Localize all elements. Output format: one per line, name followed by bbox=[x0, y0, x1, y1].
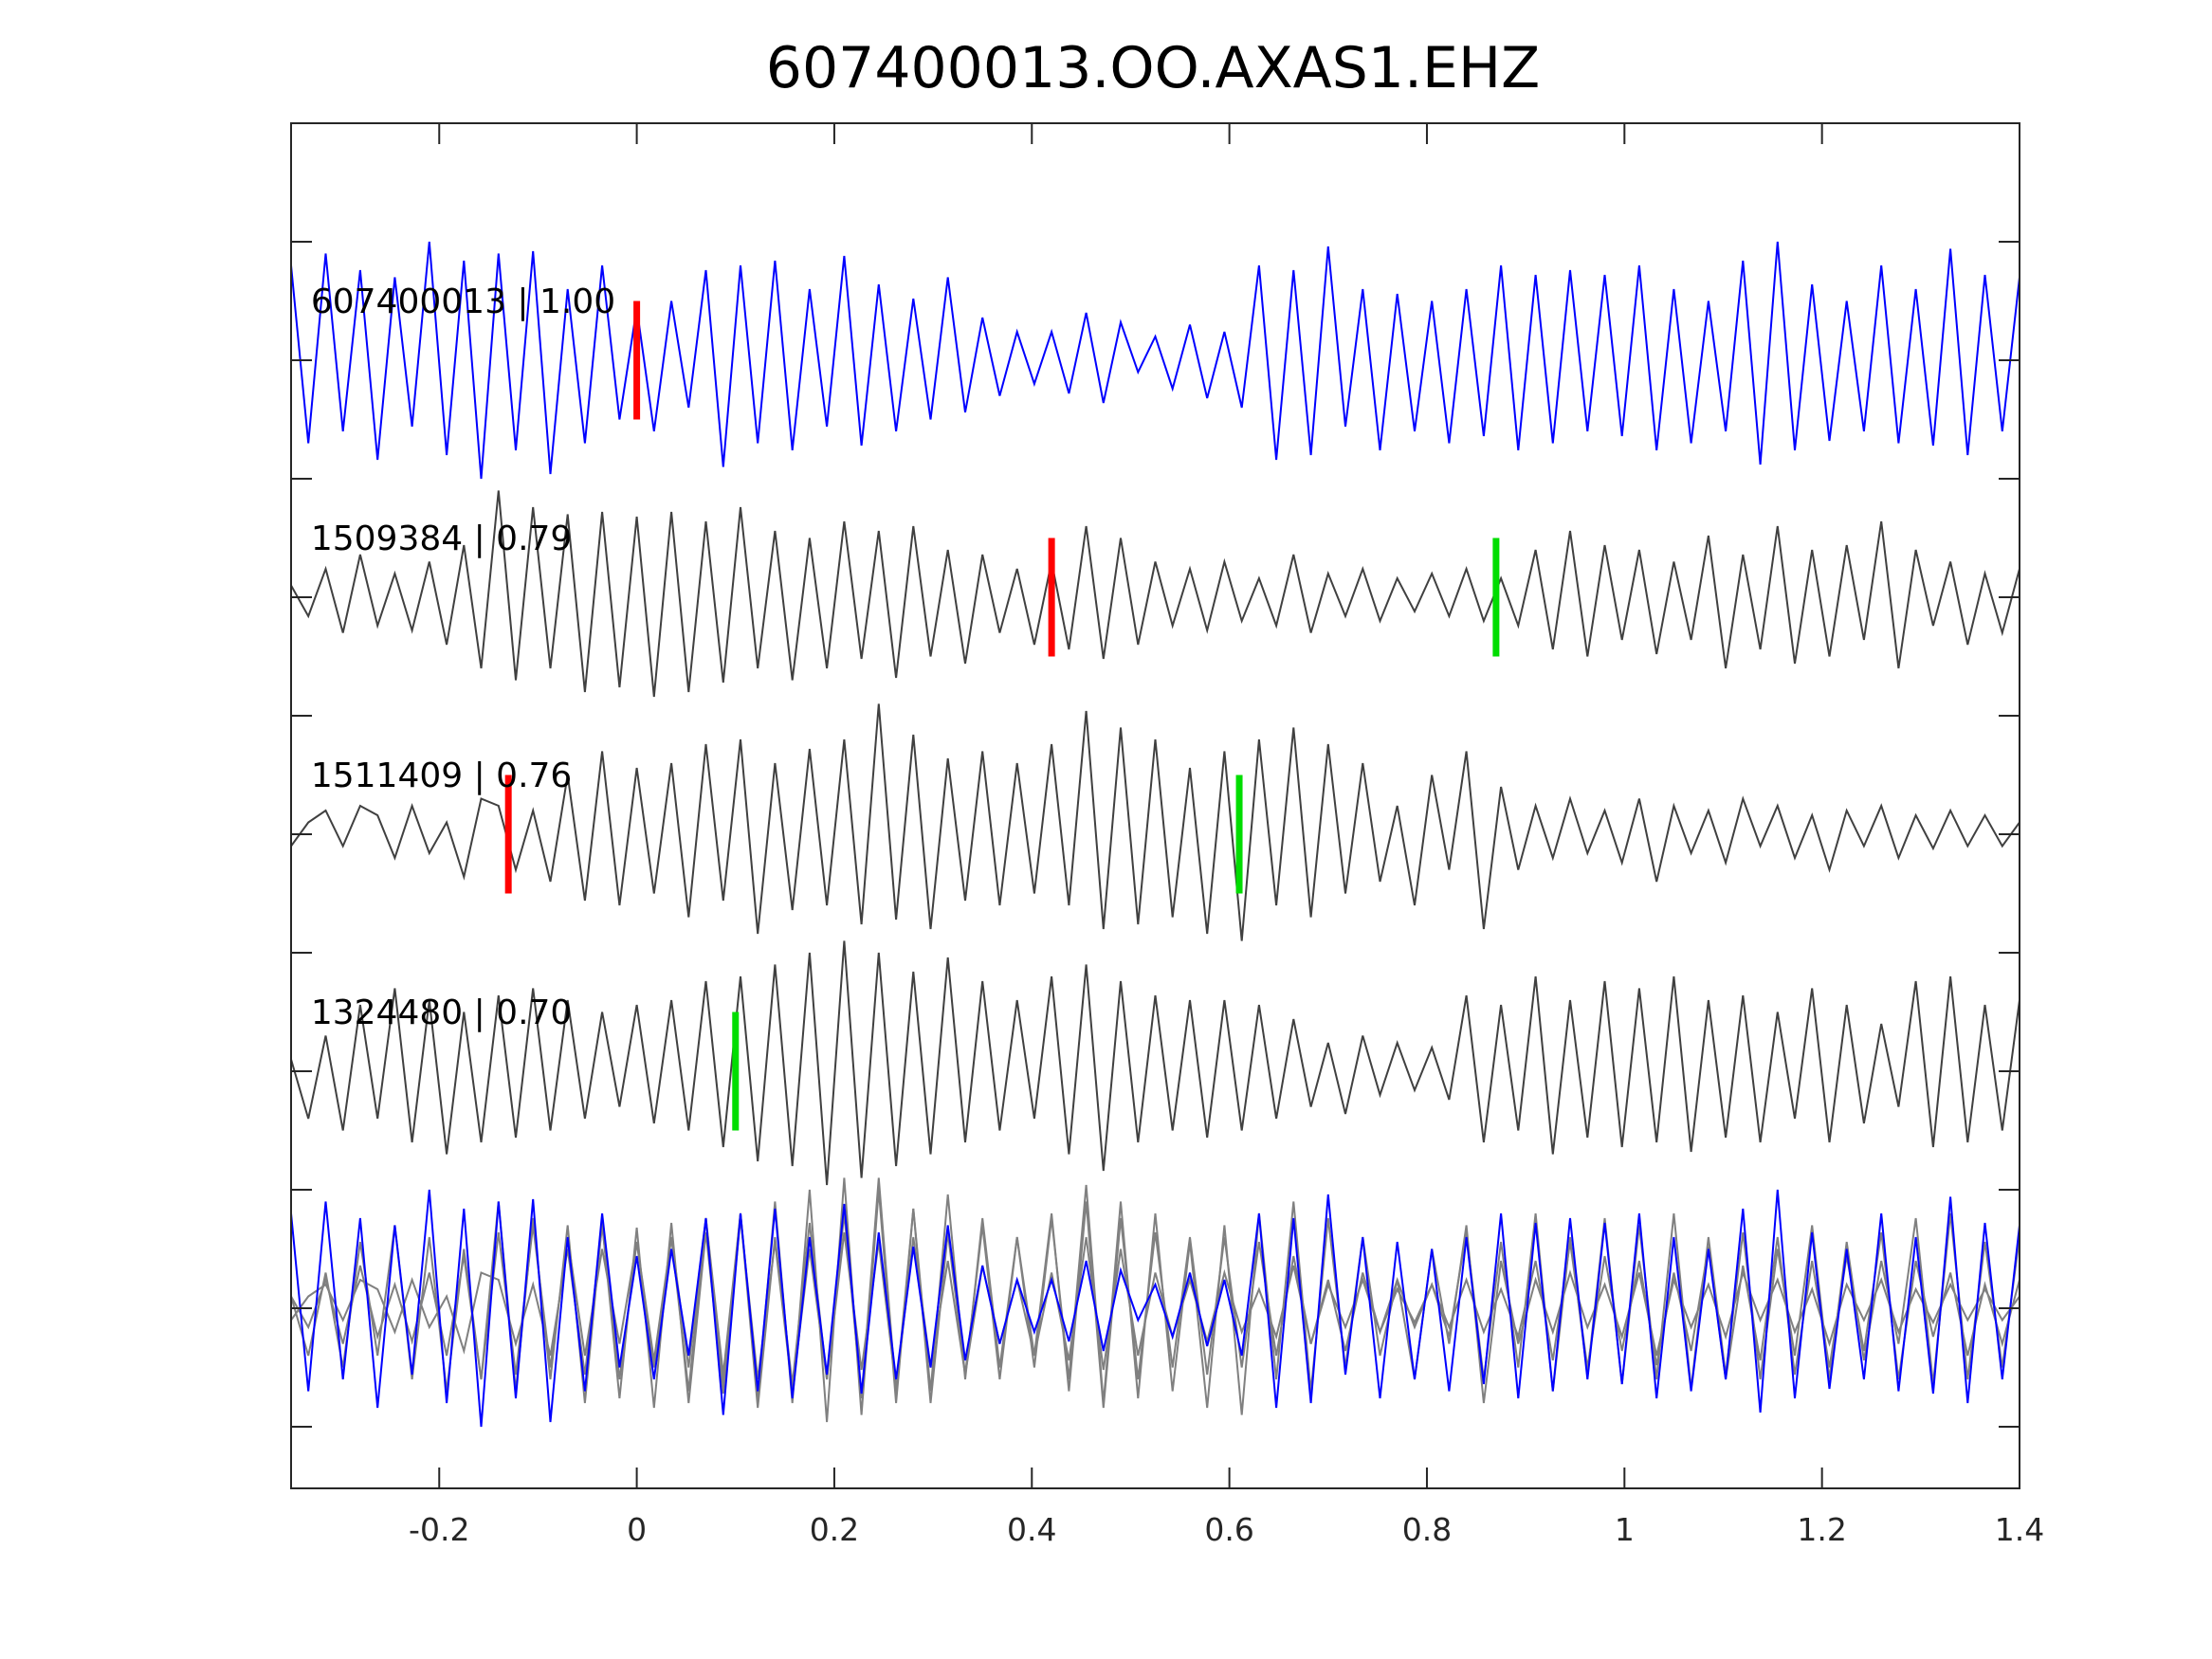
x-tick-label: 0.8 bbox=[1402, 1511, 1452, 1548]
waveform-trace-1 bbox=[290, 490, 2020, 698]
x-tick-label: 0 bbox=[627, 1511, 647, 1548]
x-tick-label: -0.2 bbox=[409, 1511, 469, 1548]
x-tick-label: 0.6 bbox=[1204, 1511, 1253, 1548]
x-tick-label: 0.4 bbox=[1007, 1511, 1056, 1548]
trace-label: 607400013 | 1.00 bbox=[311, 283, 615, 321]
plot-frame bbox=[290, 122, 2020, 1489]
traces-layer bbox=[290, 241, 2020, 1428]
x-tick-label: 1 bbox=[1615, 1511, 1635, 1548]
overlay-trace-template bbox=[290, 1189, 2020, 1428]
trace-label: 1511409 | 0.76 bbox=[311, 757, 573, 795]
chart-title: 607400013.OO.AXAS1.EHZ bbox=[766, 35, 1540, 101]
waveform-trace-0 bbox=[290, 241, 2020, 480]
trace-label: 1324480 | 0.70 bbox=[311, 994, 573, 1032]
x-tick-label: 0.2 bbox=[810, 1511, 859, 1548]
waveform-trace-3 bbox=[290, 940, 2020, 1186]
trace-labels-layer: 607400013 | 1.00 1509384 | 0.79 1511409 | … bbox=[311, 283, 615, 1032]
ticks-layer: -0.2 0 0.2 0.4 0.6 0.8 1 1.2 1.4 bbox=[291, 123, 2044, 1548]
picks-layer bbox=[504, 301, 1500, 1131]
waveform-trace-2 bbox=[290, 703, 2020, 941]
x-tick-label: 1.4 bbox=[1995, 1511, 2044, 1548]
x-tick-label: 1.2 bbox=[1797, 1511, 1846, 1548]
trace-label: 1509384 | 0.79 bbox=[311, 520, 573, 558]
